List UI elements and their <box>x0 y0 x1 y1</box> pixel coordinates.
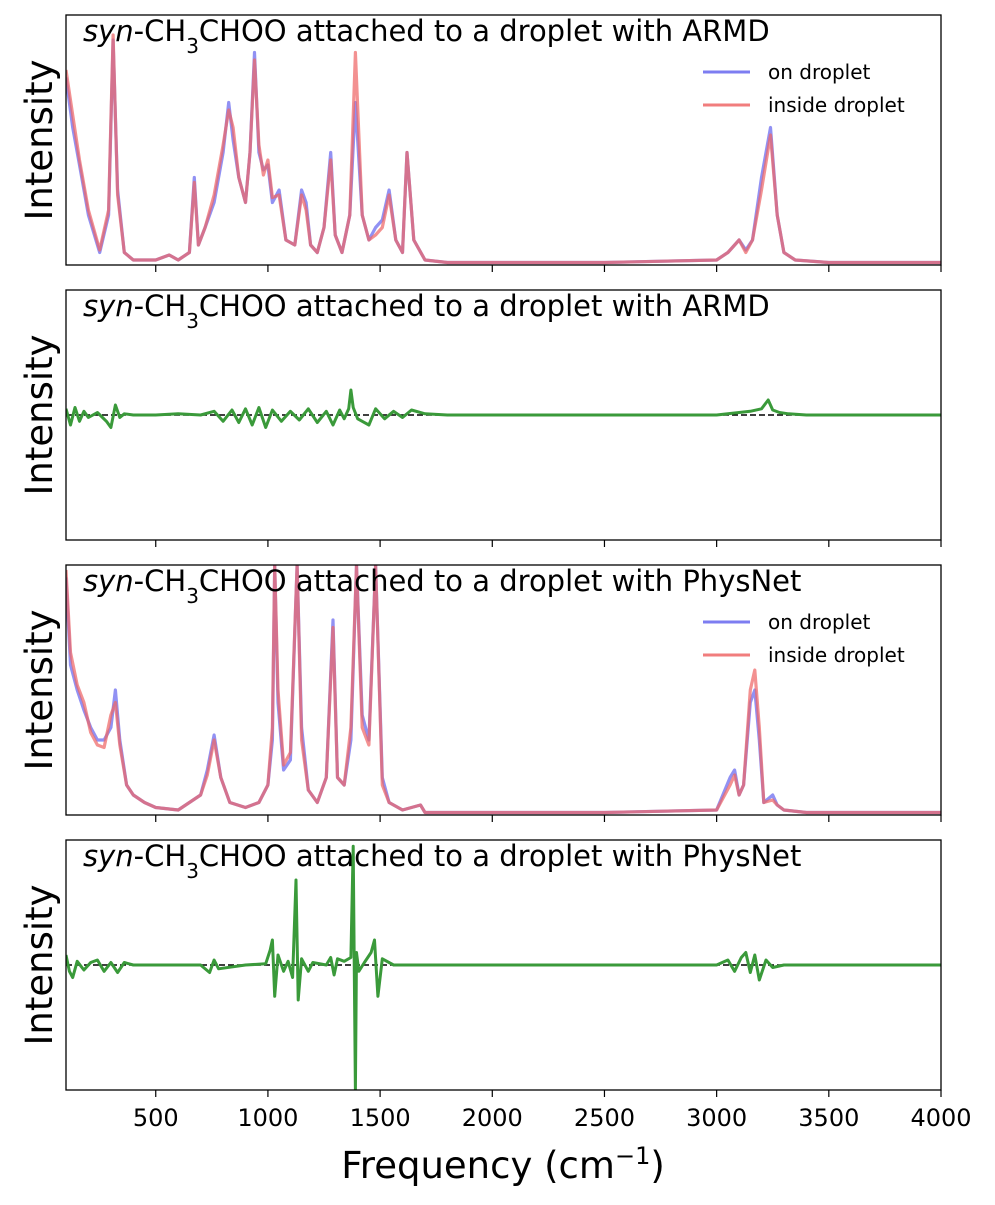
panel-title: syn-CH3CHOO attached to a droplet with A… <box>83 14 770 58</box>
x-tick-label: 1000 <box>237 1104 298 1132</box>
series-line-difference <box>66 388 941 429</box>
legend-label: inside droplet <box>768 643 905 667</box>
panel-title: syn-CH3CHOO attached to a droplet with P… <box>83 839 801 883</box>
chart-panel-3: Intensity syn-CH3CHOO attached to a dropl… <box>18 564 942 822</box>
y-axis-label: Intensity <box>18 609 61 770</box>
legend: on droplet inside droplet <box>703 60 905 117</box>
series-line-difference <box>66 844 941 1090</box>
x-tick-label: 4000 <box>910 1104 971 1132</box>
y-axis-label: Intensity <box>18 59 61 220</box>
chart-panel-2: Intensity syn-CH3CHOO attached to a dropl… <box>18 289 942 547</box>
chart-panel-4: 500 1000 1500 2000 2500 3000 3500 4000 Intensity… <box>18 839 972 1132</box>
y-axis-label: Intensity <box>18 884 61 1045</box>
legend-label: inside droplet <box>768 93 905 117</box>
legend-label: on droplet <box>768 60 871 84</box>
x-tick-label: 3500 <box>798 1104 859 1132</box>
x-tick-label: 2500 <box>574 1104 635 1132</box>
panel-title: syn-CH3CHOO attached to a droplet with P… <box>83 564 801 608</box>
plot-frame <box>65 289 942 541</box>
plot-frame <box>65 564 942 816</box>
chart-panel-1: Intensity syn-CH3CHOO attached to a dropl… <box>18 14 942 272</box>
x-tick-label: 3000 <box>686 1104 747 1132</box>
x-axis-label: Frequency (cm−1) <box>341 1142 665 1187</box>
panels: Intensity syn-CH3CHOO attached to a dropl… <box>18 14 972 1132</box>
plot-frame <box>65 14 942 266</box>
plot-frame <box>65 839 942 1091</box>
y-axis-label: Intensity <box>18 334 61 495</box>
series-line-inside-droplet <box>66 565 941 815</box>
series-line-inside-droplet <box>66 33 941 265</box>
x-tick-label: 1500 <box>350 1104 411 1132</box>
x-tick-label: 2000 <box>462 1104 523 1132</box>
legend: on droplet inside droplet <box>703 610 905 667</box>
legend-label: on droplet <box>768 610 871 634</box>
panel-title: syn-CH3CHOO attached to a droplet with A… <box>83 289 770 333</box>
x-tick-label: 500 <box>133 1104 179 1132</box>
